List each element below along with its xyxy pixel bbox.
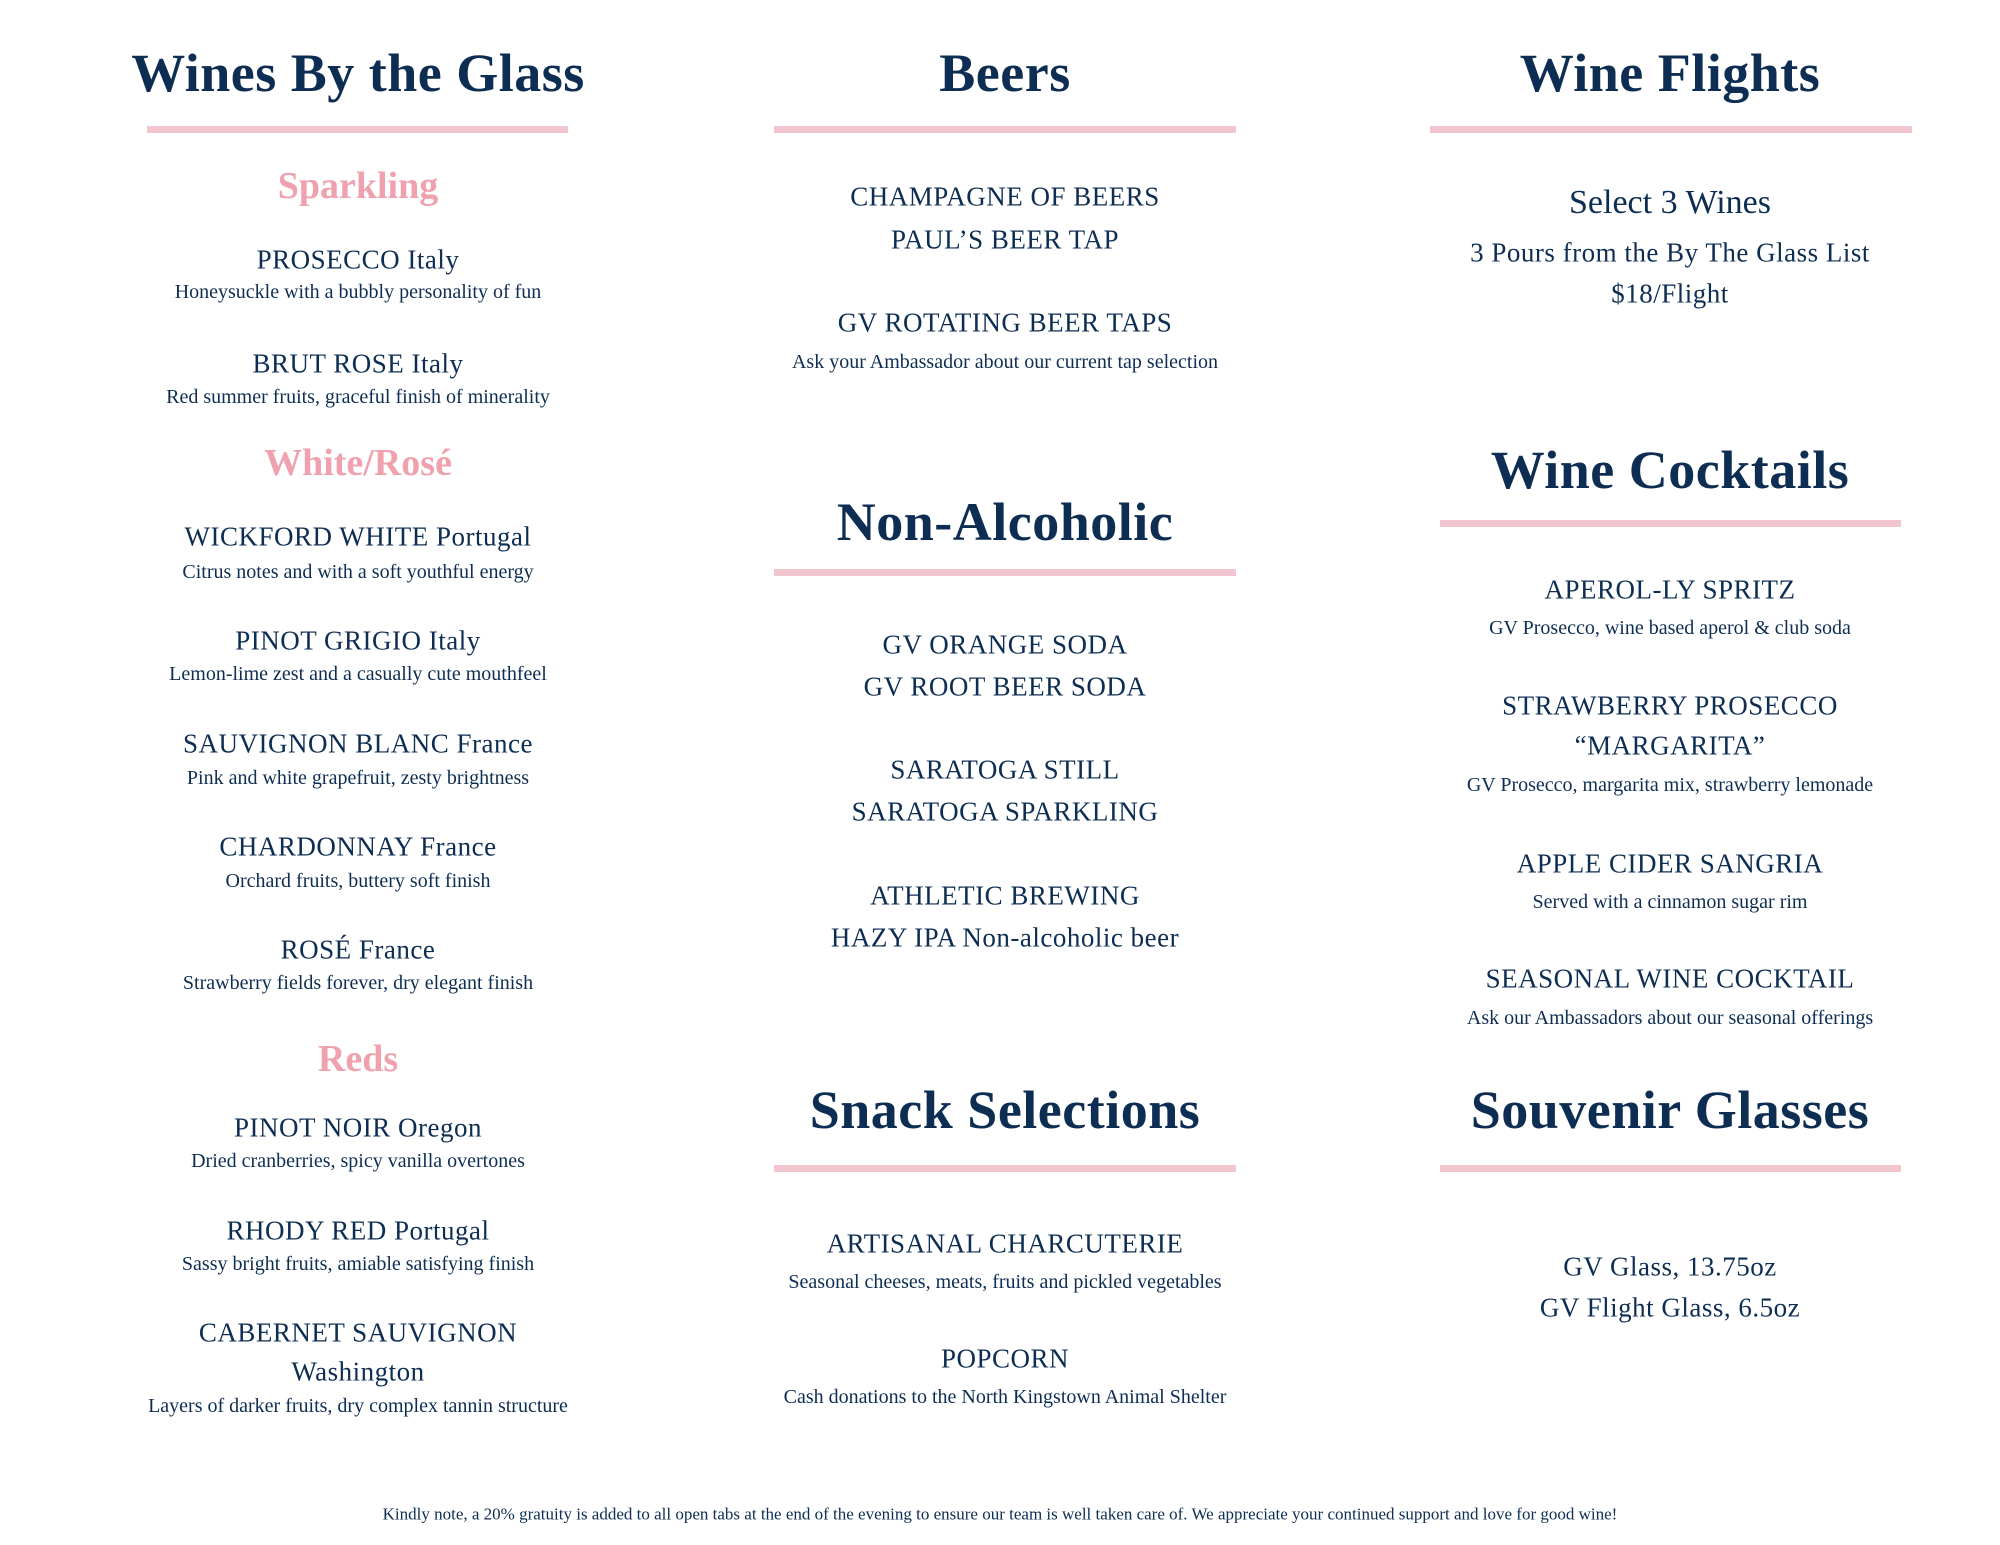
item-name: GV ROTATING BEER TAPS	[837, 307, 1173, 338]
item-name: POPCORN	[940, 1343, 1070, 1374]
item-name: PROSECCO Italy	[256, 244, 460, 275]
item-name: ARTISANAL CHARCUTERIE	[826, 1228, 1184, 1259]
beers-heading: Beers	[939, 43, 1071, 103]
heading-rule	[1440, 1165, 1901, 1172]
item-name: APPLE CIDER SANGRIA	[1516, 848, 1824, 879]
item-name: HAZY IPA Non-alcoholic beer	[830, 922, 1180, 953]
item-name: SARATOGA STILL	[890, 754, 1120, 785]
flight-price: $18/Flight	[1611, 278, 1729, 309]
item-desc: Cash donations to the North Kingstown An…	[783, 1386, 1227, 1408]
item-name: RHODY RED Portugal	[226, 1215, 490, 1246]
item-name: ROSÉ France	[280, 934, 436, 965]
item-desc: Honeysuckle with a bubbly personality of…	[174, 281, 542, 303]
item-name: APEROL-LY SPRITZ	[1544, 574, 1796, 605]
item-desc: Sassy bright fruits, amiable satisfying …	[181, 1253, 535, 1275]
item-desc: Ask our Ambassadors about our seasonal o…	[1466, 1007, 1874, 1029]
wine-cocktails-heading: Wine Cocktails	[1490, 440, 1850, 500]
reds-heading: Reds	[317, 1038, 399, 1080]
item-name: ATHLETIC BREWING	[870, 880, 1140, 911]
item-name: STRAWBERRY PROSECCO	[1502, 690, 1838, 721]
item-name: PINOT GRIGIO Italy	[235, 625, 481, 656]
item-name: GV ORANGE SODA	[882, 629, 1128, 660]
wines-by-glass-heading: Wines By the Glass	[131, 43, 585, 103]
item-name: BRUT ROSE Italy	[252, 348, 464, 379]
item-desc: GV Prosecco, wine based aperol & club so…	[1489, 617, 1851, 639]
item-name: PINOT NOIR Oregon	[234, 1112, 482, 1143]
item-desc: Served with a cinnamon sugar rim	[1532, 891, 1808, 913]
item-name: GV Glass, 13.75oz	[1563, 1251, 1777, 1282]
item-name: SAUVIGNON BLANC France	[183, 728, 533, 759]
item-name-line2: Washington	[291, 1356, 425, 1387]
item-name: GV ROOT BEER SODA	[863, 671, 1147, 702]
wine-flights-heading: Wine Flights	[1519, 43, 1821, 103]
snack-selections-heading: Snack Selections	[809, 1080, 1201, 1140]
item-desc: Pink and white grapefruit, zesty brightn…	[186, 767, 530, 789]
item-desc: Citrus notes and with a soft youthful en…	[182, 561, 534, 583]
heading-rule	[774, 569, 1236, 576]
item-name: CHAMPAGNE OF BEERS	[850, 181, 1160, 212]
item-name-line2: “MARGARITA”	[1574, 730, 1766, 761]
item-name: CABERNET SAUVIGNON	[198, 1317, 518, 1348]
item-desc: Lemon-lime zest and a casually cute mout…	[169, 663, 547, 685]
flight-description: 3 Pours from the By The Glass List	[1470, 237, 1870, 268]
item-desc: Red summer fruits, graceful finish of mi…	[166, 386, 550, 408]
item-desc: Seasonal cheeses, meats, fruits and pick…	[788, 1271, 1222, 1293]
heading-rule	[774, 126, 1236, 133]
item-desc: Layers of darker fruits, dry complex tan…	[148, 1395, 568, 1417]
non-alcoholic-heading: Non-Alcoholic	[836, 492, 1174, 552]
souvenir-glasses-heading: Souvenir Glasses	[1470, 1080, 1870, 1140]
item-name: WICKFORD WHITE Portugal	[184, 521, 532, 552]
item-desc: Dried cranberries, spicy vanilla overton…	[191, 1150, 525, 1172]
heading-rule	[147, 126, 568, 133]
item-name: SEASONAL WINE COCKTAIL	[1485, 963, 1855, 994]
gratuity-footer-note: Kindly note, a 20% gratuity is added to …	[382, 1504, 1618, 1524]
sparkling-heading: Sparkling	[277, 165, 439, 207]
item-name: CHARDONNAY France	[219, 831, 497, 862]
flight-headline: Select 3 Wines	[1569, 184, 1771, 221]
item-desc: Orchard fruits, buttery soft finish	[225, 870, 491, 892]
item-desc: Strawberry fields forever, dry elegant f…	[182, 972, 534, 994]
heading-rule	[1440, 520, 1901, 527]
item-name: PAUL’S BEER TAP	[891, 224, 1119, 255]
heading-rule	[774, 1165, 1236, 1172]
heading-rule	[1430, 126, 1912, 133]
item-desc: Ask your Ambassador about our current ta…	[791, 351, 1219, 373]
item-desc: GV Prosecco, margarita mix, strawberry l…	[1466, 774, 1874, 796]
item-name: GV Flight Glass, 6.5oz	[1539, 1292, 1801, 1323]
item-name: SARATOGA SPARKLING	[851, 796, 1159, 827]
white-rose-heading: White/Rosé	[264, 442, 452, 484]
